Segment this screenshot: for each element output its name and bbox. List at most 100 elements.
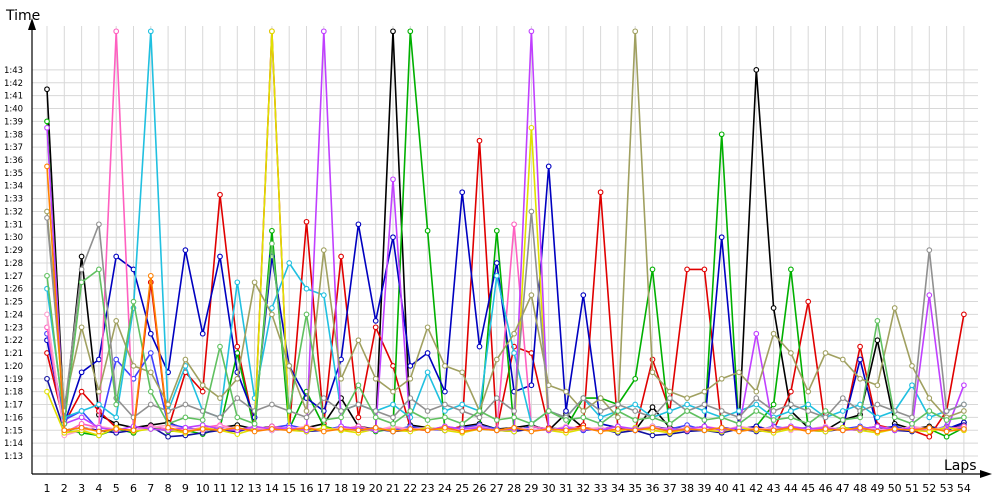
data-point [476,137,483,144]
x-tick-label: 22 [403,482,417,495]
y-tick-labels: 1:13 1:14 1:15 1:16 1:17 1:18 1:19 1:20 1:21 1:22… [4,66,23,462]
y-tick-label: 1:13 [4,452,23,462]
data-point [182,428,189,435]
x-tick-label: 4 [95,482,102,495]
x-axis-label: Laps [944,458,977,474]
x-tick-label: 26 [473,482,487,495]
data-point [286,408,293,414]
y-tick-label: 1:34 [4,182,23,192]
y-tick-label: 1:43 [4,66,23,76]
x-tick-label: 33 [594,482,608,495]
x-tick-label: 15 [282,482,296,495]
data-point [78,369,85,376]
data-point [701,266,708,273]
data-point [44,86,50,93]
data-point [926,414,933,421]
x-tick-label: 1 [44,482,51,495]
data-point [199,417,206,423]
data-point [615,408,621,414]
data-point [909,427,915,434]
data-point [390,176,396,183]
data-point [424,408,431,414]
data-point [580,395,587,401]
data-point [113,318,120,324]
data-point [44,124,50,131]
data-point [338,426,344,432]
x-tick-label: 38 [680,482,694,495]
data-point [96,356,102,363]
x-tick-label: 2 [61,482,68,495]
data-point [303,424,310,431]
data-point [718,234,725,241]
x-tick-label: 8 [165,482,172,495]
data-point [493,356,500,363]
data-point [459,189,466,196]
data-point [909,382,915,389]
data-point [753,330,760,337]
y-tick-label: 1:19 [4,375,23,385]
y-tick-label: 1:14 [4,439,23,449]
data-point [269,227,275,234]
series-group [44,208,967,421]
x-tick-label: 34 [611,482,625,495]
data-point [407,363,414,369]
data-point [839,417,846,423]
data-point [493,260,500,266]
data-point [78,424,85,431]
data-point [909,363,915,369]
data-point [165,401,171,408]
data-point [113,426,120,432]
data-point [511,424,517,431]
data-point [372,408,379,414]
y-tick-label: 1:31 [4,220,23,230]
data-point [649,414,656,421]
data-point [182,356,189,363]
data-point [303,285,310,292]
x-tick-label: 30 [542,482,556,495]
data-point [511,414,517,421]
data-point [338,408,344,414]
data-point [442,408,448,414]
data-point [891,305,898,311]
data-point [943,417,950,423]
data-point [736,414,742,421]
y-tick-label: 1:28 [4,259,23,269]
data-point [788,388,794,395]
x-tick-label: 47 [836,482,850,495]
data-point [943,428,950,435]
data-point [580,292,587,298]
data-point [528,350,535,356]
data-point [718,424,725,431]
data-point [355,337,362,344]
x-tick-label: 20 [369,482,383,495]
data-point [580,424,587,431]
series-line [46,30,965,438]
data-point [770,330,777,337]
data-point [597,414,604,421]
x-tick-label: 19 [351,482,365,495]
data-point [857,343,863,350]
data-point [320,428,327,435]
data-point [493,417,500,423]
data-point [753,388,760,395]
data-point [666,428,673,435]
data-point [355,401,362,408]
data-point [78,414,85,421]
y-tick-label: 1:37 [4,143,23,153]
data-point [113,28,120,35]
data-point [147,28,154,35]
data-point [407,395,414,401]
data-point [234,343,241,350]
x-tick-label: 43 [767,482,781,495]
data-point [442,414,448,421]
data-point [545,426,552,432]
data-point [407,28,414,35]
data-point [943,433,950,440]
data-point [286,427,293,434]
data-point [338,375,344,382]
data-point [476,426,483,432]
y-tick-label: 1:15 [4,426,23,436]
data-point [788,401,794,408]
data-point [493,395,500,401]
data-point [182,414,189,421]
